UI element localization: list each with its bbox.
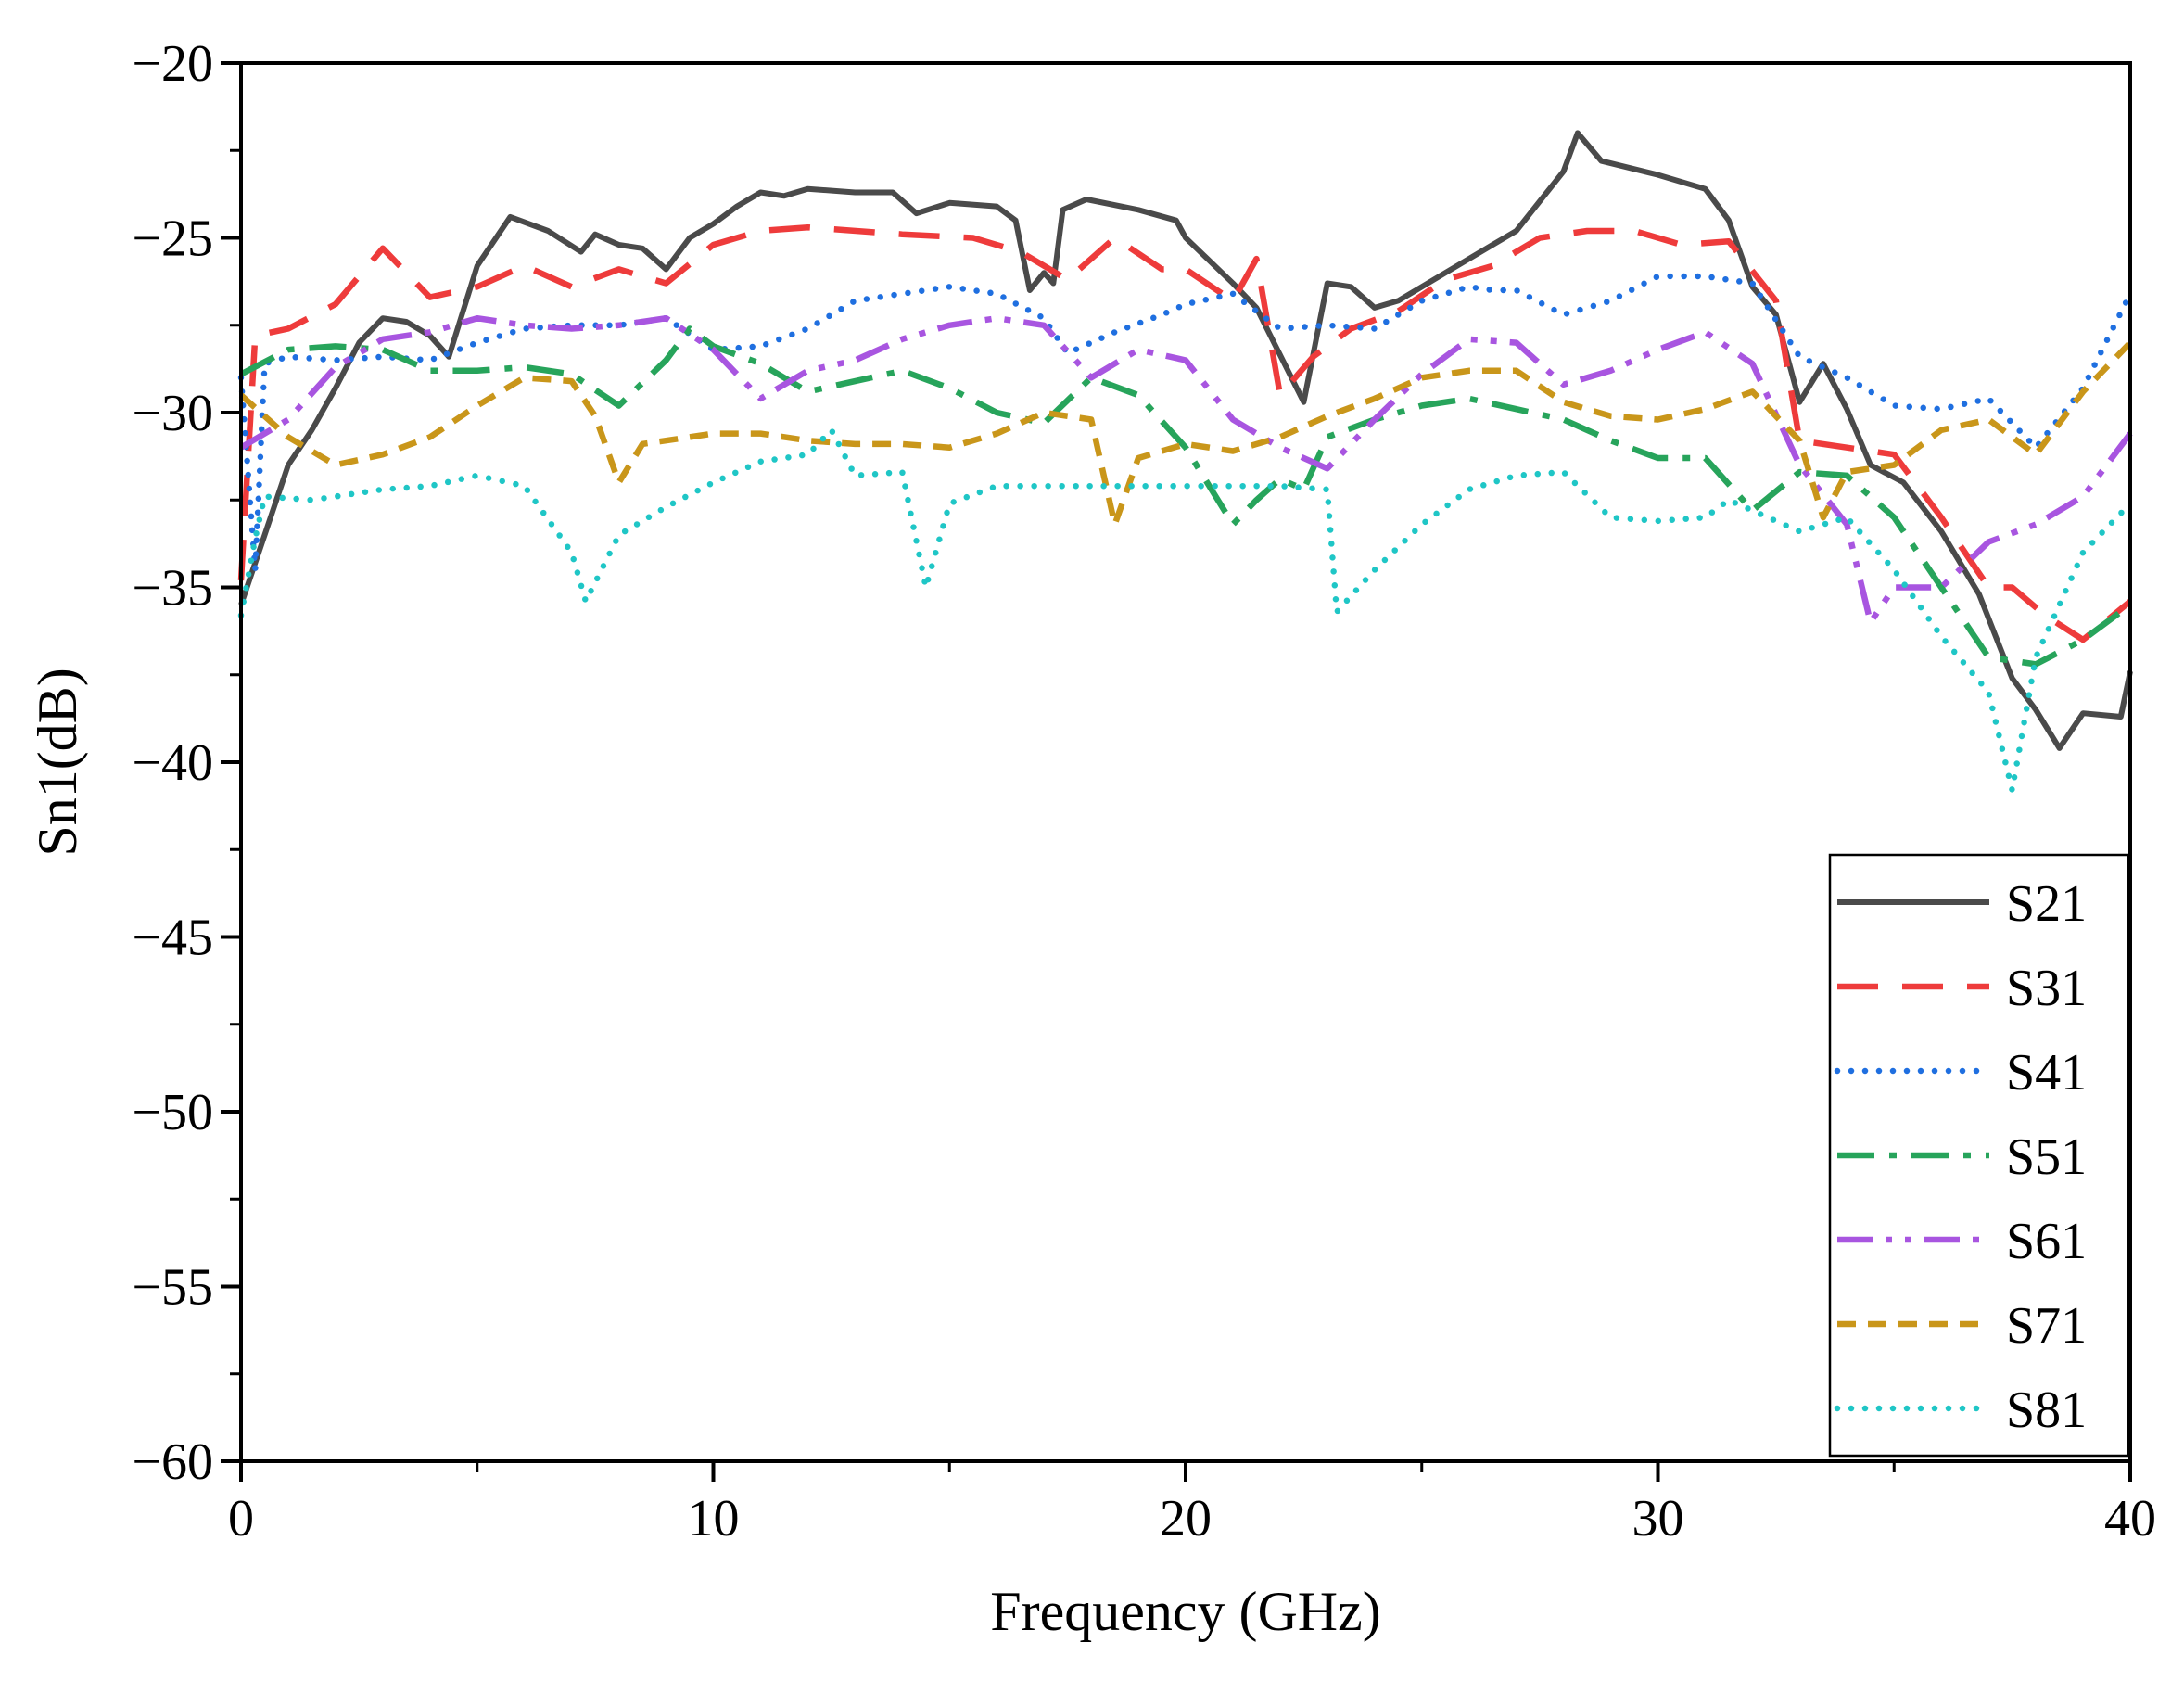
y-axis-title: Sn1(dB)	[27, 668, 88, 856]
y-tick-label: −35	[132, 560, 213, 618]
x-tick-label: 30	[1632, 1490, 1684, 1547]
legend-label-s21: S21	[2006, 875, 2087, 933]
y-tick-label: −45	[132, 910, 213, 967]
y-tick-label: −20	[132, 35, 213, 93]
series-line-s61	[239, 314, 2133, 626]
legend-label-s51: S51	[2006, 1128, 2087, 1186]
series-line-s31	[237, 223, 2133, 643]
x-axis-title: Frequency (GHz)	[990, 1581, 1381, 1642]
y-axis-ticks: −60 −55 −50 −45 −40 −35 −30 −25 −20	[132, 35, 241, 1491]
y-tick-label: −50	[132, 1084, 213, 1141]
x-axis-ticks: 0 10 20 30 40	[228, 1461, 2156, 1547]
series-line-s51	[239, 325, 2132, 668]
series-line-s21	[238, 130, 2133, 751]
series-line-s71	[238, 340, 2133, 528]
x-tick-label: 0	[228, 1490, 254, 1547]
legend-label-s31: S31	[2006, 960, 2087, 1017]
y-tick-label: −25	[132, 210, 213, 268]
legend-label-s71: S71	[2006, 1297, 2087, 1355]
legend-label-s41: S41	[2006, 1044, 2087, 1102]
series-line-s41	[237, 273, 2134, 573]
series-lines	[237, 130, 2134, 794]
y-tick-label: −30	[132, 385, 213, 442]
legend-label-s81: S81	[2006, 1382, 2087, 1439]
y-tick-label: −60	[132, 1433, 213, 1491]
x-tick-label: 20	[1160, 1490, 1212, 1547]
x-tick-label: 40	[2104, 1490, 2156, 1547]
x-tick-label: 10	[688, 1490, 740, 1547]
y-tick-label: −55	[132, 1259, 213, 1317]
legend-label-s61: S61	[2006, 1213, 2087, 1270]
series-line-s81	[237, 427, 2134, 794]
legend: S21 S31 S41 S51 S61 S71 S81	[1828, 853, 2130, 1458]
y-tick-label: −40	[132, 734, 213, 792]
legend-box	[1828, 853, 2130, 1458]
